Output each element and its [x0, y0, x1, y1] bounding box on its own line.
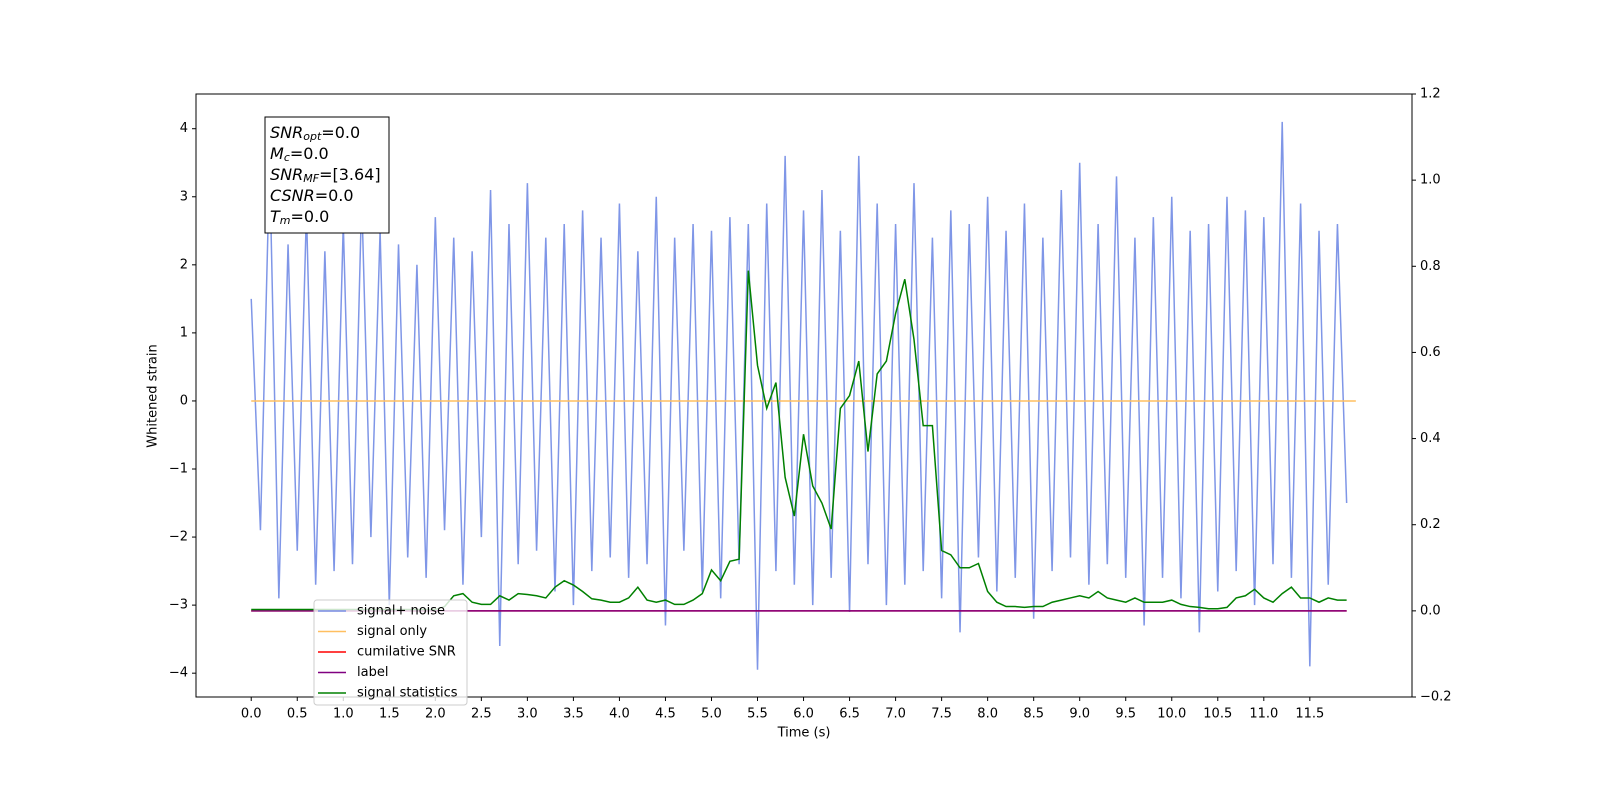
annotation-symbol: SNR [270, 165, 303, 184]
x-tick-label: 10.5 [1203, 707, 1232, 722]
annotation-symbol: CSNR [270, 186, 315, 205]
annotation-value: =0.0 [291, 207, 330, 226]
x-tick-label: 7.0 [885, 707, 906, 722]
series-line [250, 121, 1348, 670]
x-tick-label: 2.0 [425, 707, 446, 722]
legend-label: label [357, 665, 388, 680]
x-tick-label: 0.0 [241, 707, 262, 722]
annotation-value: =0.0 [315, 186, 354, 205]
y-tick-label: 3 [180, 189, 188, 204]
x-tick-label: 10.0 [1157, 707, 1186, 722]
annotation-value: =0.0 [321, 123, 360, 142]
x-tick-label: 6.5 [839, 707, 860, 722]
x-tick-label: 8.0 [977, 707, 998, 722]
x-tick-label: 4.5 [655, 707, 676, 722]
x-tick-label: 11.5 [1295, 707, 1324, 722]
x-axis-label: Time (s) [777, 726, 831, 741]
y2-tick-label: 0.6 [1420, 345, 1441, 360]
y-tick-label: 2 [180, 257, 188, 272]
x-tick-label: 8.5 [1023, 707, 1044, 722]
annotation-box [264, 116, 390, 234]
annotation-symbol: T [270, 207, 281, 226]
y-tick-label: −2 [169, 530, 188, 545]
x-tick-label: 9.5 [1115, 707, 1136, 722]
x-tick-label: 3.5 [563, 707, 584, 722]
x-tick-label: 1.0 [333, 707, 354, 722]
y-tick-label: −4 [169, 666, 188, 681]
y-tick-label: 4 [180, 121, 188, 136]
annotation-value: =0.0 [290, 144, 329, 163]
legend-label: signal statistics [357, 686, 458, 701]
annotation-value: =[3.64] [319, 165, 381, 184]
y2-tick-label: −0.2 [1420, 690, 1452, 705]
annotation-line: CSNR=0.0 [270, 186, 354, 205]
x-tick-label: 1.5 [379, 707, 400, 722]
y2-tick-label: 0.0 [1420, 603, 1441, 618]
y2-tick-label: 0.2 [1420, 517, 1441, 532]
y2-tick-label: 0.4 [1420, 431, 1441, 446]
y-axis-label: Whitened strain [146, 344, 161, 447]
annotation-subscript: m [280, 214, 291, 227]
annotation-subscript: c [284, 151, 290, 164]
annotation-line: SNRMF=[3.64] [270, 165, 381, 186]
x-tick-label: 5.0 [701, 707, 722, 722]
x-tick-label: 4.0 [609, 707, 630, 722]
axes-frame [195, 93, 1413, 698]
annotation-symbol: M [270, 144, 284, 163]
legend-label: cumilative SNR [357, 645, 456, 660]
y2-tick-label: 1.0 [1420, 173, 1441, 188]
y-tick-label: 0 [180, 393, 188, 408]
annotation: SNRopt=0.0Mc=0.0SNRMF=[3.64]CSNR=0.0Tm=0… [264, 116, 390, 234]
x-tick-label: 6.0 [793, 707, 814, 722]
x-tick-label: 9.0 [1069, 707, 1090, 722]
y-tick-label: −1 [169, 462, 188, 477]
x-tick-label: 2.5 [471, 707, 492, 722]
legend: signal+ noise signal only cumilative SNR la… [313, 599, 468, 706]
annotation-subscript: MF [303, 172, 319, 185]
annotation-subscript: opt [303, 130, 322, 143]
x-tick-label: 7.5 [931, 707, 952, 722]
legend-box [313, 599, 468, 706]
legend-label: signal+ noise [357, 604, 445, 619]
y2-tick-label: 0.8 [1420, 259, 1441, 274]
annotation-line: Tm=0.0 [270, 207, 329, 228]
y-tick-label: 1 [180, 325, 188, 340]
annotation-line: SNRopt=0.0 [270, 123, 360, 144]
x-tick-label: 11.0 [1249, 707, 1278, 722]
annotation-line: Mc=0.0 [270, 144, 329, 165]
y2-tick-label: 1.2 [1420, 87, 1441, 102]
x-tick-label: 5.5 [747, 707, 768, 722]
x-tick-label: 3.0 [517, 707, 538, 722]
x-tick-label: 0.5 [287, 707, 308, 722]
legend-label: signal only [357, 624, 427, 639]
annotation-symbol: SNR [270, 123, 303, 142]
y-tick-label: −3 [169, 598, 188, 613]
